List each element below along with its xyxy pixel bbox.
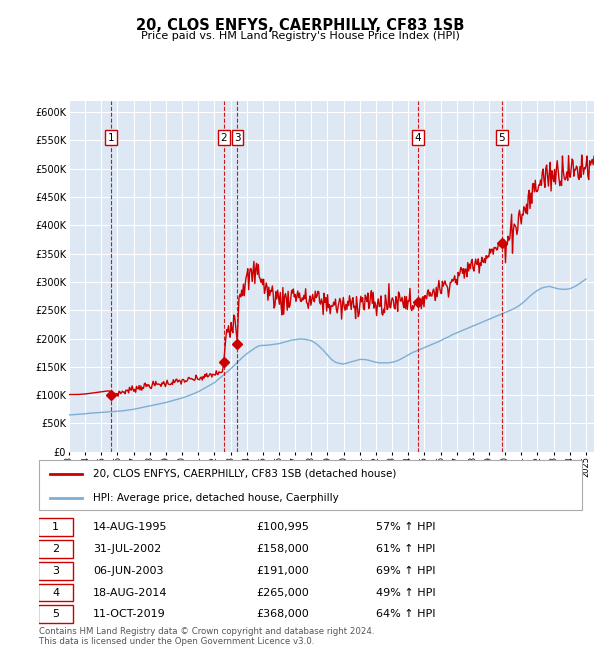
Text: 57% ↑ HPI: 57% ↑ HPI xyxy=(376,522,435,532)
Text: 18-AUG-2014: 18-AUG-2014 xyxy=(94,588,168,597)
Text: 49% ↑ HPI: 49% ↑ HPI xyxy=(376,588,435,597)
Text: £265,000: £265,000 xyxy=(256,588,309,597)
Text: 3: 3 xyxy=(52,566,59,576)
Text: Price paid vs. HM Land Registry's House Price Index (HPI): Price paid vs. HM Land Registry's House … xyxy=(140,31,460,41)
Text: 4: 4 xyxy=(52,588,59,597)
Text: £100,995: £100,995 xyxy=(256,522,309,532)
FancyBboxPatch shape xyxy=(38,518,73,536)
Text: 61% ↑ HPI: 61% ↑ HPI xyxy=(376,544,435,554)
Text: 5: 5 xyxy=(52,610,59,619)
Text: 1: 1 xyxy=(108,133,115,142)
Text: 20, CLOS ENFYS, CAERPHILLY, CF83 1SB (detached house): 20, CLOS ENFYS, CAERPHILLY, CF83 1SB (de… xyxy=(94,469,397,479)
Text: 06-JUN-2003: 06-JUN-2003 xyxy=(94,566,164,576)
Text: 69% ↑ HPI: 69% ↑ HPI xyxy=(376,566,435,576)
Text: 5: 5 xyxy=(498,133,505,142)
Text: 14-AUG-1995: 14-AUG-1995 xyxy=(94,522,168,532)
FancyBboxPatch shape xyxy=(39,460,582,510)
Text: 2: 2 xyxy=(52,544,59,554)
FancyBboxPatch shape xyxy=(38,562,73,580)
Text: 20, CLOS ENFYS, CAERPHILLY, CF83 1SB: 20, CLOS ENFYS, CAERPHILLY, CF83 1SB xyxy=(136,18,464,33)
Text: 4: 4 xyxy=(415,133,422,142)
Text: 31-JUL-2002: 31-JUL-2002 xyxy=(94,544,161,554)
Text: £368,000: £368,000 xyxy=(256,610,309,619)
FancyBboxPatch shape xyxy=(38,584,73,601)
Text: Contains HM Land Registry data © Crown copyright and database right 2024.: Contains HM Land Registry data © Crown c… xyxy=(39,627,374,636)
FancyBboxPatch shape xyxy=(38,605,73,623)
Text: HPI: Average price, detached house, Caerphilly: HPI: Average price, detached house, Caer… xyxy=(94,493,339,502)
Text: £158,000: £158,000 xyxy=(256,544,309,554)
Text: 1: 1 xyxy=(52,522,59,532)
Text: £191,000: £191,000 xyxy=(256,566,309,576)
Text: 64% ↑ HPI: 64% ↑ HPI xyxy=(376,610,435,619)
FancyBboxPatch shape xyxy=(38,540,73,558)
Text: 11-OCT-2019: 11-OCT-2019 xyxy=(94,610,166,619)
Text: 2: 2 xyxy=(220,133,227,142)
Text: 3: 3 xyxy=(234,133,241,142)
Text: This data is licensed under the Open Government Licence v3.0.: This data is licensed under the Open Gov… xyxy=(39,636,314,645)
